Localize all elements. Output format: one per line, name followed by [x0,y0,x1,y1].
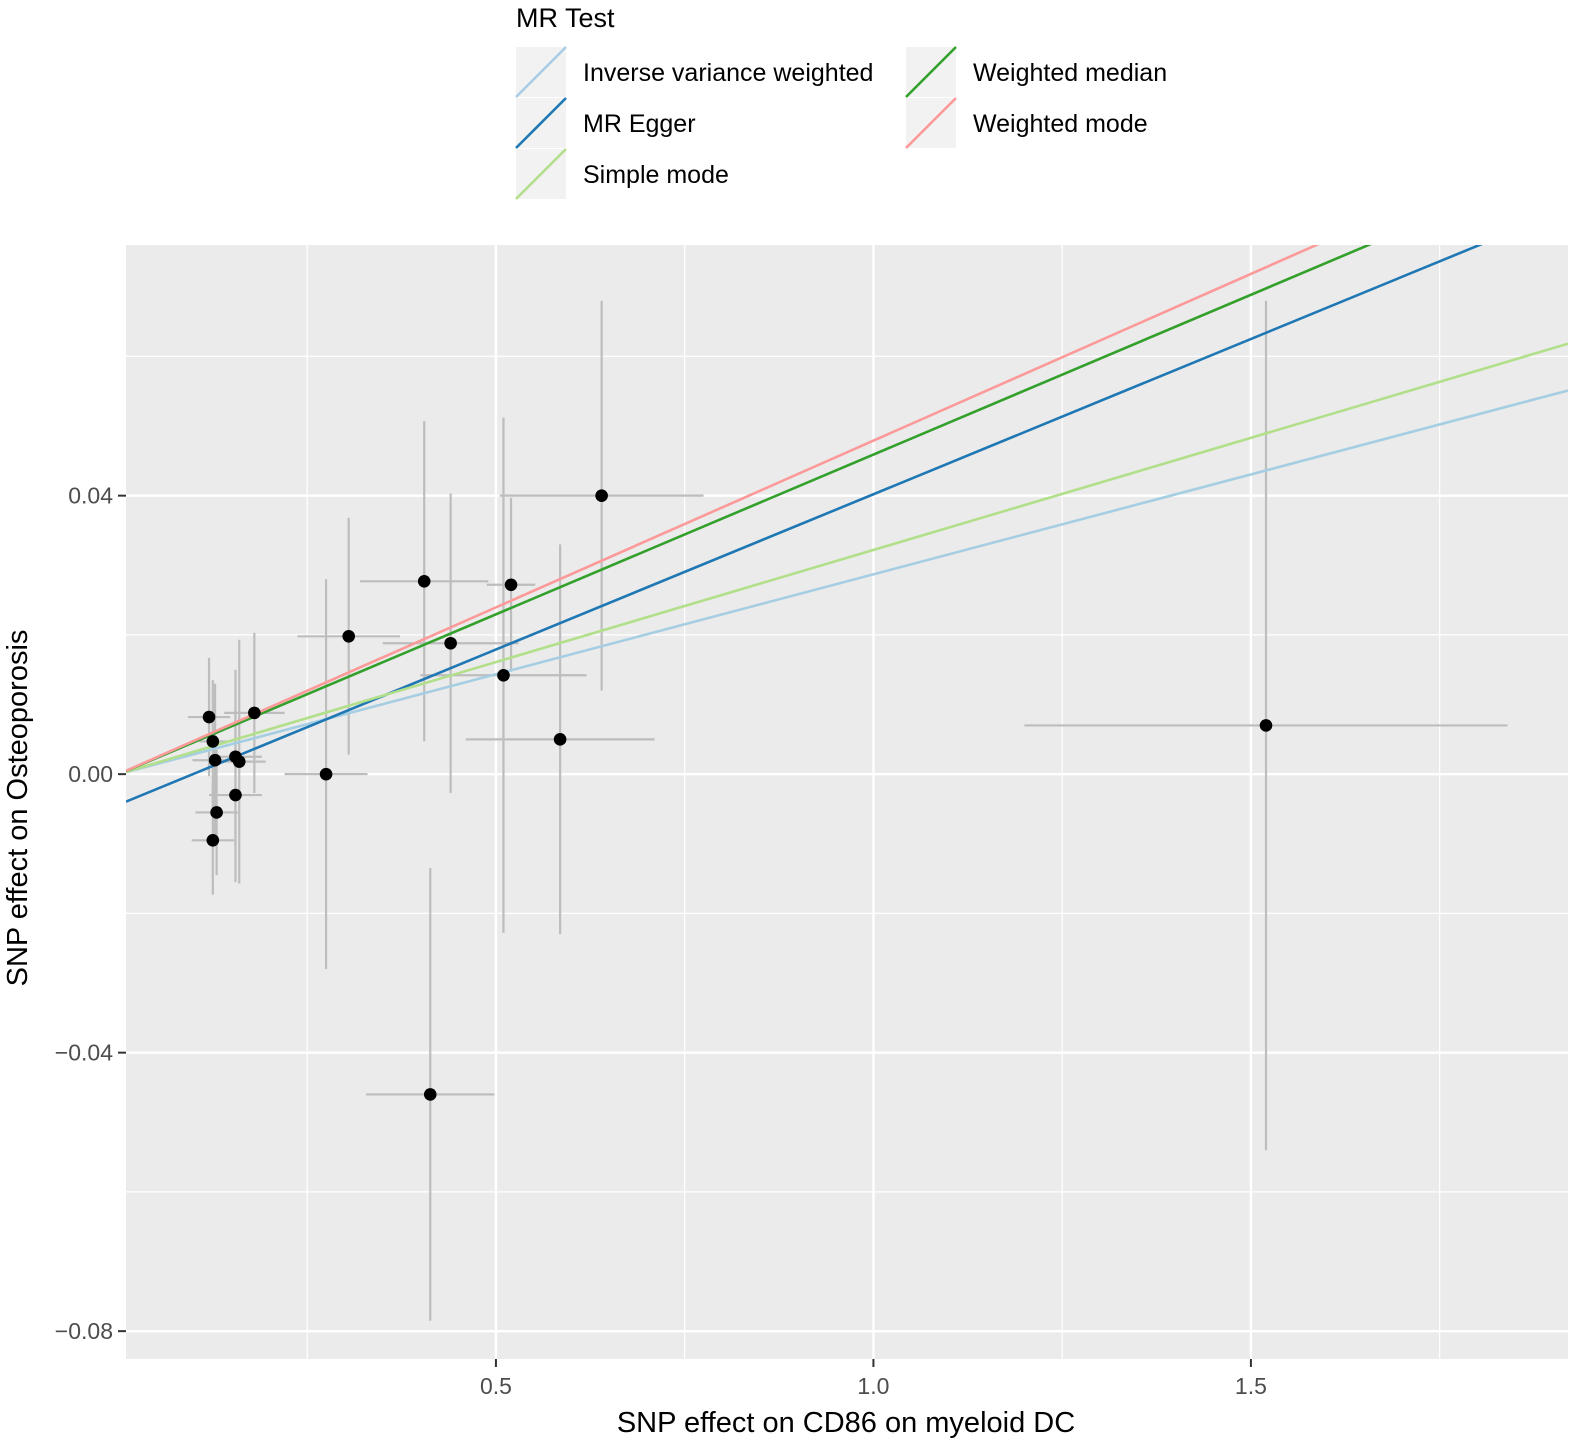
data-point [504,578,518,592]
x-tick-label: 0.5 [480,1373,512,1399]
legend-item-inverse-variance-weighted: Inverse variance weighted [515,46,873,98]
legend-key-line [515,148,567,200]
data-point [202,710,216,724]
x-axis-label: SNP effect on CD86 on myeloid DC [617,1407,1075,1439]
data-point [208,753,222,767]
legend-key-line [515,97,567,149]
data-point [210,806,223,819]
data-point [423,1088,437,1101]
legend-key-line [905,46,957,98]
y-tick-label: 0.00 [68,761,113,787]
data-point [248,706,261,720]
major-gridlines [126,245,1568,1359]
legend: MR Test Inverse variance weighted MR Egge… [515,3,1167,200]
minor-gridlines [126,245,1568,1359]
regression-line-inverse-variance-weighted [126,389,1568,774]
legend-label: Weighted median [973,59,1167,87]
data-point [206,735,220,748]
y-tick-label: −0.08 [55,1318,113,1344]
regression-line-mr-egger [126,245,1483,803]
x-tick-label: 1.5 [1235,1373,1267,1399]
legend-label: Simple mode [583,161,729,189]
legend-label: Weighted mode [973,110,1148,138]
legend-item-mr-egger: MR Egger [515,97,696,149]
regression-line-weighted-median [126,245,1372,773]
data-point [206,833,220,847]
data-point [229,788,242,802]
plot-panel [126,245,1568,1359]
regression-line-simple-mode [126,342,1568,774]
x-axis: 0.5 1.0 1.5 [480,1359,1267,1399]
data-point [417,574,431,588]
legend-item-weighted-mode: Weighted mode [905,97,1148,149]
data-point [497,668,510,682]
y-axis-label: SNP effect on Osteoporosis [2,630,34,987]
data-points [202,489,1273,1101]
legend-item-simple-mode: Simple mode [515,148,729,200]
data-point [595,489,608,502]
data-point [342,629,356,643]
regression-line-weighted-mode [126,245,1320,773]
legend-title: MR Test [516,3,615,33]
y-tick-label: 0.04 [68,483,113,509]
data-point [444,636,457,650]
legend-key-line [905,97,957,149]
y-tick-label: −0.04 [55,1040,113,1066]
legend-label: Inverse variance weighted [583,59,873,87]
data-point [319,767,333,781]
x-tick-label: 1.0 [857,1373,889,1399]
legend-key-line [515,46,567,98]
legend-item-weighted-median: Weighted median [905,46,1167,98]
data-point [1259,719,1273,732]
regression-lines [126,245,1568,803]
y-axis: 0.04 0.00 −0.04 −0.08 [55,483,126,1344]
legend-label: MR Egger [583,110,696,138]
data-point [553,733,567,746]
data-point [232,755,246,768]
